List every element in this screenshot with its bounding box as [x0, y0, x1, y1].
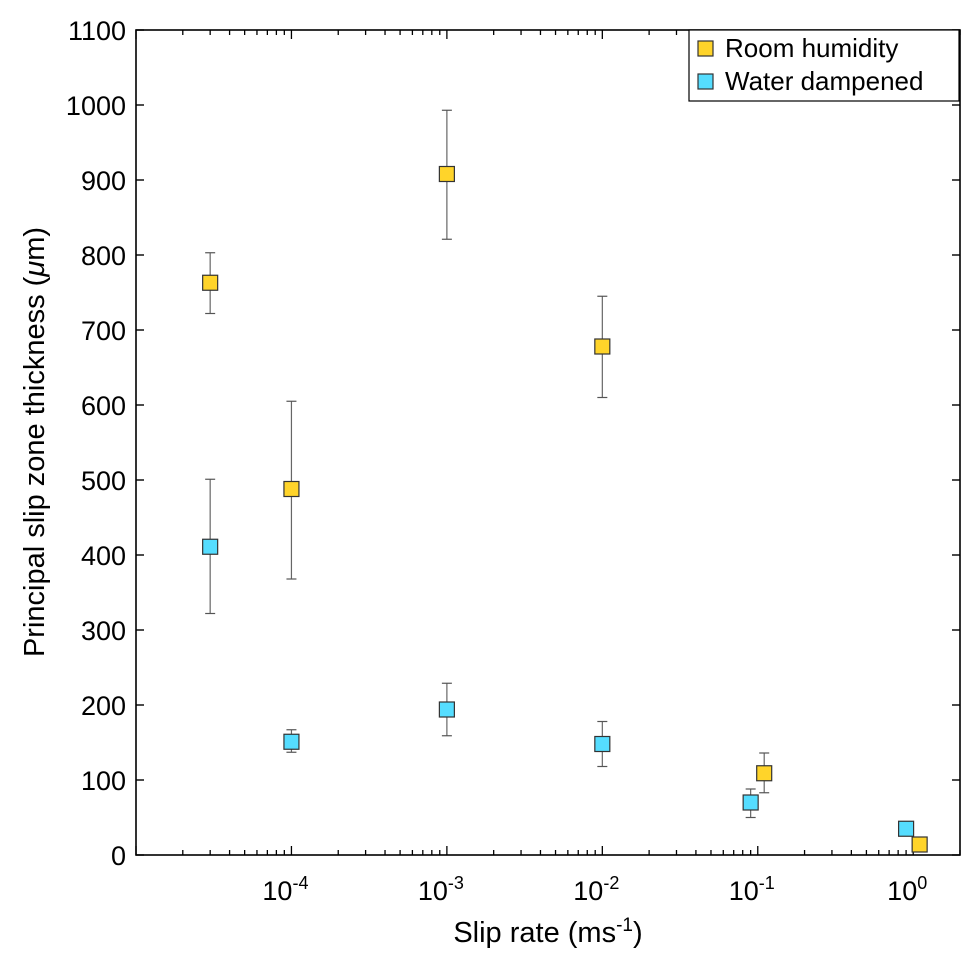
data-point-room-humidity [438, 109, 455, 240]
legend-box [688, 29, 960, 102]
y-axis-title: Principal slip zone thickness (μm) [19, 227, 51, 657]
x-tick-label: 10-4 [262, 873, 308, 906]
legend-swatch-room-humidity [697, 40, 714, 57]
x-tick-label: 10-2 [573, 873, 619, 906]
data-point-water-dampened [897, 820, 915, 837]
data-points [202, 109, 928, 853]
marker-water-dampened [897, 820, 915, 837]
marker-water-dampened [594, 735, 611, 753]
y-tick-label: 800 [81, 241, 126, 271]
y-tick-label: 700 [81, 316, 126, 346]
data-point-water-dampened [594, 720, 611, 768]
legend: Room humidity Water dampened [688, 29, 960, 102]
data-point-water-dampened [742, 788, 759, 819]
marker-room-humidity [438, 165, 455, 183]
y-tick-label: 500 [81, 466, 126, 496]
x-tick-label: 100 [887, 873, 927, 906]
y-tick-label: 600 [81, 391, 126, 421]
y-tick-labels: 0 100 200 300 400 500 600 700 800 900 1000 1100 [66, 16, 126, 871]
x-axis-title: Slip rate (ms-1) [453, 915, 642, 949]
data-point-room-humidity [911, 836, 928, 853]
y-tick-label: 300 [81, 616, 126, 646]
data-point-room-humidity [594, 295, 611, 399]
y-tick-label: 0 [111, 841, 126, 871]
marker-water-dampened [202, 538, 219, 555]
data-point-room-humidity [756, 752, 773, 794]
data-point-water-dampened [202, 478, 219, 615]
x-tick-labels: 10-4 10-3 10-2 10-1 100 [262, 873, 927, 906]
y-tick-label: 100 [81, 766, 126, 796]
y-tick-label: 400 [81, 541, 126, 571]
marker-water-dampened [438, 701, 455, 718]
data-point-room-humidity [283, 400, 300, 580]
data-point-water-dampened [438, 682, 455, 737]
legend-label-room-humidity: Room humidity [725, 33, 898, 63]
y-tick-label: 200 [81, 691, 126, 721]
ticks [135, 29, 961, 856]
marker-room-humidity [756, 765, 773, 782]
plot-frame [135, 29, 961, 856]
data-point-room-humidity [202, 252, 219, 315]
marker-room-humidity [283, 480, 300, 498]
data-point-water-dampened [283, 729, 300, 753]
x-tick-label: 10-1 [729, 873, 775, 906]
legend-label-water-dampened: Water dampened [725, 66, 923, 96]
y-tick-label: 1000 [66, 91, 126, 121]
x-tick-label: 10-3 [418, 873, 464, 906]
marker-room-humidity [202, 274, 219, 291]
axes [135, 29, 961, 856]
marker-water-dampened [283, 733, 300, 750]
legend-swatch-water-dampened [697, 73, 714, 90]
y-tick-label: 900 [81, 166, 126, 196]
marker-water-dampened [742, 794, 759, 811]
y-tick-label: 1100 [68, 16, 126, 46]
marker-room-humidity [911, 836, 928, 853]
marker-room-humidity [594, 338, 611, 355]
